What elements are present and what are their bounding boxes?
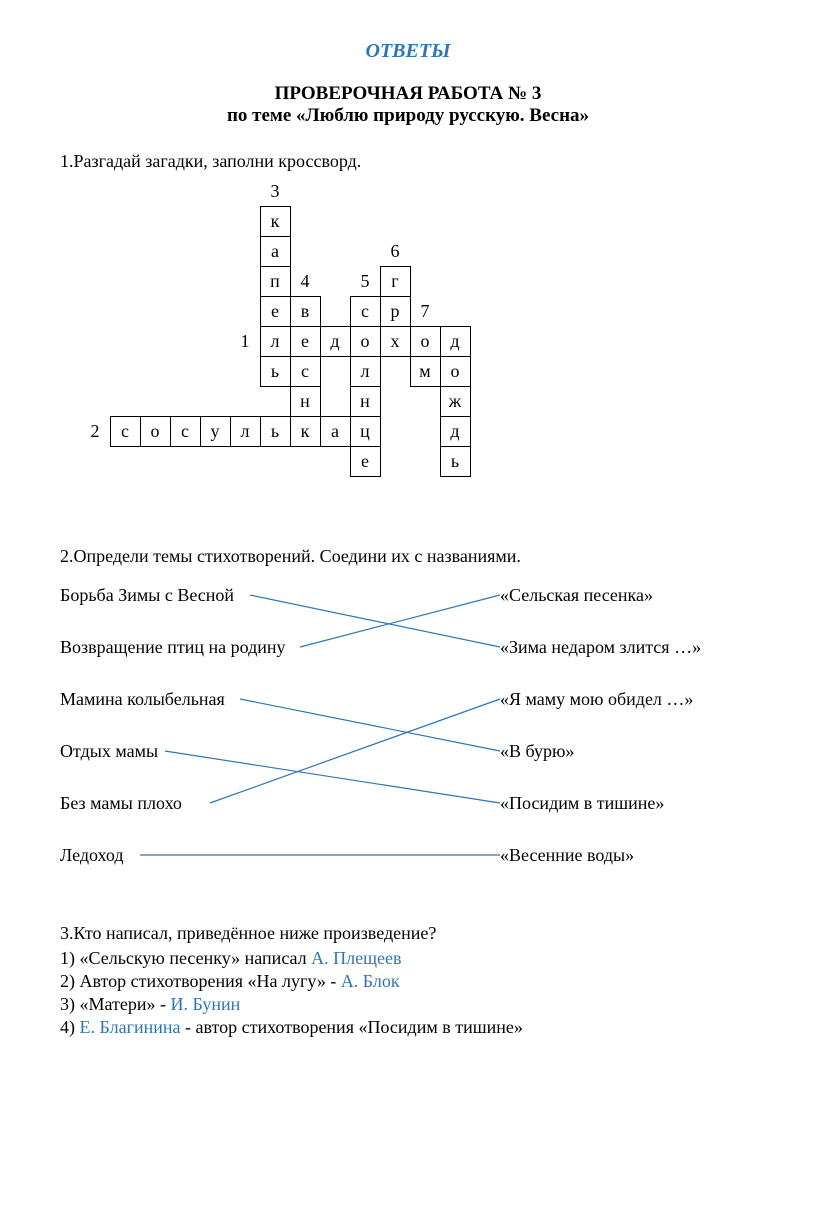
crossword-cell: о bbox=[440, 356, 471, 387]
task3-line: 4) Е. Благинина - автор стихотворения «П… bbox=[60, 1017, 756, 1038]
crossword-cell: л bbox=[230, 416, 261, 447]
task1-heading: 1.Разгадай загадки, заполни кроссворд. bbox=[60, 151, 756, 172]
crossword-cell: а bbox=[320, 416, 351, 447]
crossword-cell: с bbox=[350, 296, 381, 327]
author-name: Е. Благинина bbox=[80, 1017, 181, 1037]
match-left-item: Мамина колыбельная bbox=[60, 689, 225, 710]
match-left-item: Без мамы плохо bbox=[60, 793, 182, 814]
crossword-cell: о bbox=[410, 326, 441, 357]
crossword-cell: о bbox=[140, 416, 171, 447]
match-left-item: Возвращение птиц на родину bbox=[60, 637, 286, 658]
crossword-clue-number: 3 bbox=[260, 176, 290, 206]
match-lines bbox=[60, 577, 760, 917]
subtitle: по теме «Люблю природу русскую. Весна» bbox=[60, 105, 756, 127]
author-name: А. Блок bbox=[341, 971, 400, 991]
crossword-clue-number: 2 bbox=[80, 416, 110, 446]
crossword-clue-number: 4 bbox=[290, 266, 320, 296]
task2-heading: 2.Определи темы стихотворений. Соедини и… bbox=[60, 546, 756, 567]
crossword-cell: ь bbox=[440, 446, 471, 477]
task3-lines: 1) «Сельскую песенку» написал А. Плещеев… bbox=[60, 948, 756, 1038]
author-name: А. Плещеев bbox=[311, 948, 401, 968]
task3-line: 1) «Сельскую песенку» написал А. Плещеев bbox=[60, 948, 756, 969]
match-right-item: «Я маму мою обидел …» bbox=[500, 689, 693, 710]
crossword-cell: с bbox=[290, 356, 321, 387]
crossword-cell: ц bbox=[350, 416, 381, 447]
main-title: ПРОВЕРОЧНАЯ РАБОТА № 3 bbox=[60, 83, 756, 105]
matching-block: Борьба Зимы с Весной Возвращение птиц на … bbox=[60, 577, 756, 917]
crossword-clue-number: 7 bbox=[410, 296, 440, 326]
crossword-cell: г bbox=[380, 266, 411, 297]
crossword-cell: м bbox=[410, 356, 441, 387]
crossword-cell: к bbox=[290, 416, 321, 447]
crossword-cell: ь bbox=[260, 416, 291, 447]
crossword-cell: у bbox=[200, 416, 231, 447]
crossword-cell: о bbox=[350, 326, 381, 357]
answers-header: ОТВЕТЫ bbox=[60, 40, 756, 63]
crossword-cell: к bbox=[260, 206, 291, 237]
crossword-cell: д bbox=[440, 326, 471, 357]
match-left-item: Отдых мамы bbox=[60, 741, 158, 762]
crossword-cell: с bbox=[170, 416, 201, 447]
crossword-cell: ж bbox=[440, 386, 471, 417]
crossword-cell: д bbox=[320, 326, 351, 357]
crossword-cell: х bbox=[380, 326, 411, 357]
match-left-item: Ледоход bbox=[60, 845, 124, 866]
match-right-item: «Посидим в тишине» bbox=[500, 793, 664, 814]
match-right-item: «Весенние воды» bbox=[500, 845, 634, 866]
crossword-cell: р bbox=[380, 296, 411, 327]
crossword-grid: 3645712капгевсрледоходьслмоннжсосулькацд… bbox=[80, 176, 756, 506]
task3-line: 2) Автор стихотворения «На лугу» - А. Бл… bbox=[60, 971, 756, 992]
crossword-cell: л bbox=[350, 356, 381, 387]
crossword-clue-number: 1 bbox=[230, 326, 260, 356]
crossword-cell: е bbox=[350, 446, 381, 477]
crossword-cell: н bbox=[350, 386, 381, 417]
crossword-cell: в bbox=[290, 296, 321, 327]
match-right-item: «Сельская песенка» bbox=[500, 585, 653, 606]
crossword-cell: ь bbox=[260, 356, 291, 387]
crossword-cell: н bbox=[290, 386, 321, 417]
crossword-cell: д bbox=[440, 416, 471, 447]
crossword-clue-number: 5 bbox=[350, 266, 380, 296]
crossword-cell: п bbox=[260, 266, 291, 297]
author-name: И. Бунин bbox=[171, 994, 241, 1014]
crossword-cell: с bbox=[110, 416, 141, 447]
match-right-item: «Зима недаром злится …» bbox=[500, 637, 701, 658]
crossword-clue-number: 6 bbox=[380, 236, 410, 266]
task3-line: 3) «Матери» - И. Бунин bbox=[60, 994, 756, 1015]
crossword-cell: а bbox=[260, 236, 291, 267]
crossword-cell: е bbox=[290, 326, 321, 357]
match-right-item: «В бурю» bbox=[500, 741, 574, 762]
crossword-cell: л bbox=[260, 326, 291, 357]
crossword-cell: е bbox=[260, 296, 291, 327]
task3-heading: 3.Кто написал, приведённое ниже произвед… bbox=[60, 923, 756, 944]
match-left-item: Борьба Зимы с Весной bbox=[60, 585, 234, 606]
